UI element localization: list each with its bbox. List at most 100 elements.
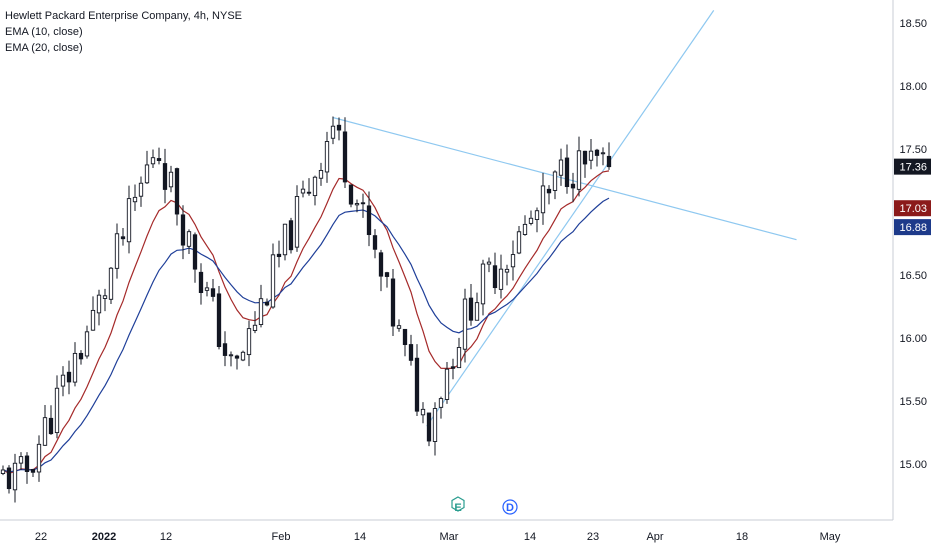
candle[interactable] xyxy=(534,207,540,233)
candle[interactable] xyxy=(198,263,204,305)
candle[interactable] xyxy=(546,185,552,205)
candle[interactable] xyxy=(258,284,264,328)
candle[interactable] xyxy=(48,405,54,435)
candle[interactable] xyxy=(462,288,468,363)
candle[interactable] xyxy=(120,227,126,246)
candle[interactable] xyxy=(582,150,588,178)
candle[interactable] xyxy=(312,175,318,206)
candle[interactable] xyxy=(570,172,576,203)
trendline-1[interactable] xyxy=(332,116,797,241)
candle[interactable] xyxy=(132,184,138,211)
candle[interactable] xyxy=(390,268,396,336)
candle[interactable] xyxy=(36,435,42,482)
candle[interactable] xyxy=(528,210,534,226)
candle[interactable] xyxy=(306,178,312,196)
trendline-layer[interactable] xyxy=(332,10,797,427)
candle[interactable] xyxy=(486,257,492,273)
candle[interactable] xyxy=(540,172,546,225)
ema10-legend-label[interactable]: EMA (10, close) xyxy=(5,26,83,38)
candle[interactable] xyxy=(384,271,390,288)
candle[interactable] xyxy=(414,344,420,416)
candle[interactable] xyxy=(276,240,282,268)
candle[interactable] xyxy=(84,325,90,359)
candle[interactable] xyxy=(42,404,48,446)
candle[interactable] xyxy=(168,165,174,193)
candle[interactable] xyxy=(78,350,84,365)
candle[interactable] xyxy=(186,229,192,255)
candle[interactable] xyxy=(474,292,480,321)
candle[interactable] xyxy=(426,412,432,447)
candle[interactable] xyxy=(468,283,474,326)
candle[interactable] xyxy=(336,117,342,141)
candle[interactable] xyxy=(342,117,348,189)
candle[interactable] xyxy=(66,360,72,395)
symbol-title[interactable]: Hewlett Packard Enterprise Company, 4h, … xyxy=(5,10,243,22)
candle[interactable] xyxy=(72,342,78,387)
candle[interactable] xyxy=(96,289,102,326)
candle[interactable] xyxy=(264,298,270,307)
candle[interactable] xyxy=(210,278,216,302)
candle[interactable] xyxy=(246,320,252,367)
candle[interactable] xyxy=(408,334,414,366)
candle[interactable] xyxy=(396,319,402,332)
candle[interactable] xyxy=(504,264,510,286)
candle[interactable] xyxy=(12,453,18,503)
candle[interactable] xyxy=(240,350,246,362)
ema20-line[interactable] xyxy=(2,197,610,473)
candle[interactable] xyxy=(228,351,234,367)
earnings-event-icon[interactable]: E xyxy=(451,496,465,514)
candle[interactable] xyxy=(564,144,570,194)
candle[interactable] xyxy=(0,465,6,476)
candle[interactable] xyxy=(114,223,120,279)
candle[interactable] xyxy=(216,285,222,350)
candle[interactable] xyxy=(126,185,132,254)
candle[interactable] xyxy=(516,225,522,255)
candle[interactable] xyxy=(318,162,324,186)
candle[interactable] xyxy=(402,328,408,357)
dividend-event-icon[interactable]: D xyxy=(502,499,518,515)
time-axis[interactable]: 22 2022 12 Feb 14 Mar 14 23 Apr 18 May xyxy=(0,519,893,543)
candle-layer[interactable] xyxy=(0,116,612,503)
candle[interactable] xyxy=(324,131,330,183)
candle[interactable] xyxy=(438,396,444,419)
candle[interactable] xyxy=(144,150,150,185)
candle[interactable] xyxy=(456,337,462,369)
candle[interactable] xyxy=(204,281,210,297)
candle[interactable] xyxy=(378,249,384,292)
candle[interactable] xyxy=(522,215,528,236)
candle[interactable] xyxy=(360,193,366,218)
candle[interactable] xyxy=(552,170,558,200)
ema10-line[interactable] xyxy=(2,170,610,475)
candle[interactable] xyxy=(600,147,606,166)
candle[interactable] xyxy=(576,136,582,197)
candle[interactable] xyxy=(180,205,186,260)
candle[interactable] xyxy=(54,375,60,439)
candle[interactable] xyxy=(18,452,24,470)
candle[interactable] xyxy=(24,452,30,484)
candle[interactable] xyxy=(588,139,594,170)
candle[interactable] xyxy=(420,402,426,424)
candle[interactable] xyxy=(444,361,450,404)
candle[interactable] xyxy=(492,252,498,294)
candle[interactable] xyxy=(294,185,300,252)
candle[interactable] xyxy=(162,148,168,204)
candle[interactable] xyxy=(6,465,12,494)
candle[interactable] xyxy=(366,191,372,247)
candle[interactable] xyxy=(192,232,198,283)
candle[interactable] xyxy=(60,366,66,397)
candle[interactable] xyxy=(108,267,114,304)
candle[interactable] xyxy=(480,259,486,316)
candle[interactable] xyxy=(432,402,438,456)
price-axis[interactable]: 15.0015.5016.0016.5017.0017.5018.0018.50… xyxy=(892,0,931,520)
candle[interactable] xyxy=(138,176,144,207)
candle[interactable] xyxy=(348,184,354,208)
candle[interactable] xyxy=(234,354,240,370)
candle[interactable] xyxy=(558,148,564,186)
candle[interactable] xyxy=(174,167,180,226)
candle[interactable] xyxy=(372,229,378,259)
candle[interactable] xyxy=(150,149,156,169)
candle[interactable] xyxy=(300,180,306,198)
candle[interactable] xyxy=(288,217,294,254)
